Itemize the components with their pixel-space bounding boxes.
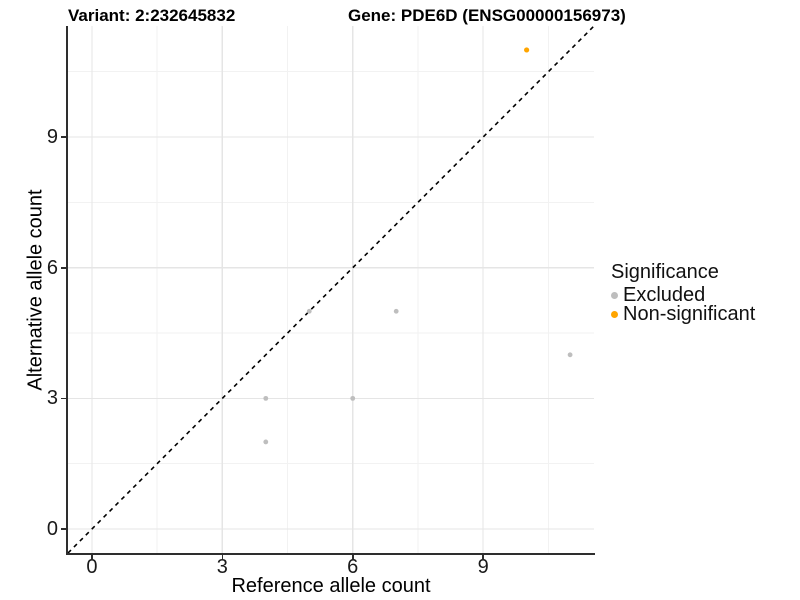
plot-title-variant: Variant: 2:232645832 [68, 6, 236, 25]
y-tick-mark [61, 397, 67, 400]
data-point-excluded [393, 308, 399, 314]
data-point-excluded [263, 395, 269, 401]
y-axis-title: Alternative allele count [24, 189, 47, 391]
y-tick-label: 0 [46, 518, 58, 541]
x-tick-label: 9 [477, 556, 489, 578]
x-tick-mark [482, 553, 484, 559]
plot-canvas [68, 26, 594, 553]
legend-label: Excluded [623, 284, 706, 306]
legend-item-non-significant: Non-significant [611, 303, 756, 325]
x-tick-label: 0 [86, 556, 98, 578]
legend-item-excluded: Excluded [611, 284, 755, 306]
legend-items: Excluded Non-significant [611, 284, 756, 325]
x-tick-mark [351, 553, 354, 559]
x-tick-mark [91, 553, 93, 559]
y-tick-label: 9 [46, 126, 58, 149]
legend-swatch-icon [611, 292, 618, 299]
plot-panel [68, 26, 594, 553]
data-point-excluded [350, 395, 356, 401]
y-tick-mark [61, 528, 67, 530]
y-axis-line [66, 26, 69, 555]
x-tick-label: 6 [347, 556, 359, 578]
x-tick-label: 3 [216, 556, 228, 578]
identity-line [68, 26, 594, 553]
plot-title-gene: Gene: PDE6D (ENSG00000156973) [348, 6, 626, 25]
data-point-excluded [306, 308, 312, 314]
legend-title: Significance [611, 261, 719, 283]
legend: Significance Excluded Non-significant [611, 260, 755, 324]
y-tick-mark [61, 136, 67, 138]
x-axis-line [66, 553, 595, 555]
data-point-excluded [263, 439, 269, 445]
x-tick-mark [221, 553, 224, 559]
data-point-non-significant [524, 47, 530, 53]
x-axis-title: Reference allele count [231, 575, 431, 597]
data-point-excluded [567, 352, 573, 358]
y-tick-mark [61, 266, 67, 269]
legend-label: Non-significant [623, 303, 756, 325]
legend-swatch-icon [611, 311, 618, 318]
y-tick-label: 3 [46, 387, 58, 410]
y-tick-label: 6 [46, 256, 58, 279]
